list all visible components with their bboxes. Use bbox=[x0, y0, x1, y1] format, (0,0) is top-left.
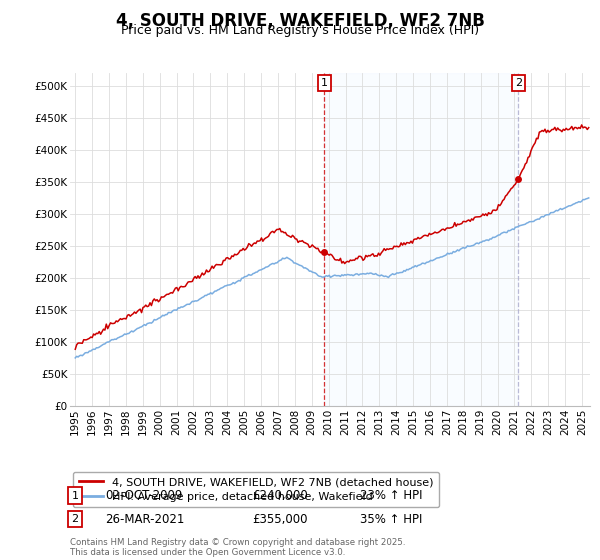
Text: 4, SOUTH DRIVE, WAKEFIELD, WF2 7NB: 4, SOUTH DRIVE, WAKEFIELD, WF2 7NB bbox=[116, 12, 484, 30]
Text: 2: 2 bbox=[71, 514, 79, 524]
Text: 1: 1 bbox=[321, 78, 328, 88]
Text: Price paid vs. HM Land Registry's House Price Index (HPI): Price paid vs. HM Land Registry's House … bbox=[121, 24, 479, 37]
Text: 2: 2 bbox=[515, 78, 522, 88]
Legend: 4, SOUTH DRIVE, WAKEFIELD, WF2 7NB (detached house), HPI: Average price, detache: 4, SOUTH DRIVE, WAKEFIELD, WF2 7NB (deta… bbox=[73, 472, 439, 507]
Text: £355,000: £355,000 bbox=[252, 512, 308, 526]
Text: 1: 1 bbox=[71, 491, 79, 501]
Text: 02-OCT-2009: 02-OCT-2009 bbox=[105, 489, 182, 502]
Text: 35% ↑ HPI: 35% ↑ HPI bbox=[360, 512, 422, 526]
Text: Contains HM Land Registry data © Crown copyright and database right 2025.
This d: Contains HM Land Registry data © Crown c… bbox=[70, 538, 406, 557]
Bar bbox=[325, 73, 518, 406]
Text: 26-MAR-2021: 26-MAR-2021 bbox=[105, 512, 184, 526]
Text: 23% ↑ HPI: 23% ↑ HPI bbox=[360, 489, 422, 502]
Text: £240,000: £240,000 bbox=[252, 489, 308, 502]
